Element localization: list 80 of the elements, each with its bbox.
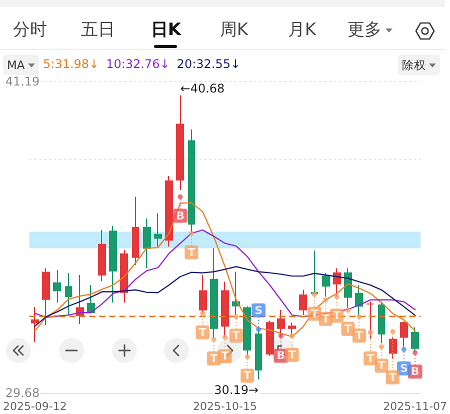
text: 10:32.76↓ bbox=[106, 57, 170, 71]
candlestick bbox=[42, 268, 50, 326]
point bbox=[412, 350, 418, 356]
candlestick bbox=[288, 322, 296, 336]
x-tick-label: 2025-11-07 bbox=[383, 400, 448, 413]
point bbox=[244, 354, 250, 360]
data-label: B bbox=[410, 365, 420, 378]
candlestick bbox=[322, 272, 330, 298]
data-label: T bbox=[232, 329, 240, 342]
candlestick bbox=[65, 272, 72, 316]
data-label: T bbox=[344, 322, 352, 336]
candlestick bbox=[120, 250, 128, 304]
data-label: T bbox=[221, 350, 230, 363]
point bbox=[356, 314, 362, 320]
candlestick bbox=[199, 274, 207, 314]
y-tick-label: 29.68 bbox=[5, 386, 40, 400]
data-label: T bbox=[355, 329, 364, 342]
data-label: T bbox=[310, 307, 319, 320]
data-label: T bbox=[288, 348, 296, 362]
dropdown-button: 除权 bbox=[398, 55, 440, 75]
point bbox=[178, 194, 183, 200]
data-label: T bbox=[366, 352, 375, 365]
text: 分时 bbox=[13, 19, 47, 41]
candlestick bbox=[132, 196, 139, 266]
candlestick bbox=[31, 306, 39, 343]
candlestick bbox=[299, 289, 307, 316]
point bbox=[200, 310, 206, 316]
point bbox=[368, 330, 373, 335]
data-label: T bbox=[198, 326, 207, 339]
data-label: B bbox=[176, 209, 184, 222]
data-label: S bbox=[254, 304, 263, 317]
data-label: T bbox=[322, 312, 330, 326]
text: 5:31.98↓ bbox=[43, 57, 100, 71]
y-tick-label: 41.19 bbox=[5, 74, 40, 88]
text: 五日 bbox=[81, 19, 115, 41]
point bbox=[234, 314, 239, 320]
data-label: B bbox=[276, 349, 286, 362]
point bbox=[390, 329, 396, 334]
data-label: T bbox=[388, 370, 397, 384]
point bbox=[346, 307, 350, 312]
candlestick bbox=[243, 306, 251, 358]
x-tick-label: 2025-09-12 bbox=[2, 400, 67, 413]
point bbox=[211, 336, 216, 342]
candlestick bbox=[76, 274, 84, 324]
point bbox=[290, 333, 295, 338]
point bbox=[379, 344, 384, 350]
data-label: T bbox=[210, 352, 218, 365]
point bbox=[401, 346, 406, 352]
text: 更多 bbox=[348, 19, 382, 41]
data-label: T bbox=[378, 359, 386, 372]
text: 20:32.55↓ bbox=[176, 57, 241, 71]
dropdown-button: MA bbox=[3, 55, 39, 75]
data-label: T bbox=[333, 309, 342, 322]
point bbox=[312, 292, 317, 297]
candlestick bbox=[143, 218, 151, 269]
point bbox=[278, 333, 284, 338]
candlestick bbox=[378, 301, 385, 344]
candlestick bbox=[176, 94, 184, 191]
text: 周K bbox=[220, 19, 248, 41]
candlestick bbox=[98, 230, 106, 282]
data-label: S bbox=[400, 362, 408, 375]
candlestick bbox=[221, 281, 229, 338]
candlestick bbox=[109, 226, 117, 304]
point bbox=[188, 230, 194, 236]
point bbox=[334, 294, 340, 300]
data-label: T bbox=[188, 246, 196, 259]
candlestick bbox=[53, 270, 61, 304]
candlestick bbox=[154, 212, 162, 248]
x-tick-label: 2025-10-15 bbox=[193, 400, 257, 413]
point bbox=[256, 326, 262, 332]
point bbox=[222, 334, 228, 340]
candlestick bbox=[266, 320, 274, 356]
text: 日K bbox=[150, 19, 182, 41]
candlestick bbox=[87, 284, 95, 314]
annotation: 30.19→ bbox=[214, 383, 259, 398]
annotation: ←40.68 bbox=[180, 81, 225, 96]
text: 月K bbox=[288, 19, 316, 41]
candlestick bbox=[165, 175, 173, 248]
point bbox=[323, 297, 328, 302]
data-label: T bbox=[244, 369, 252, 382]
